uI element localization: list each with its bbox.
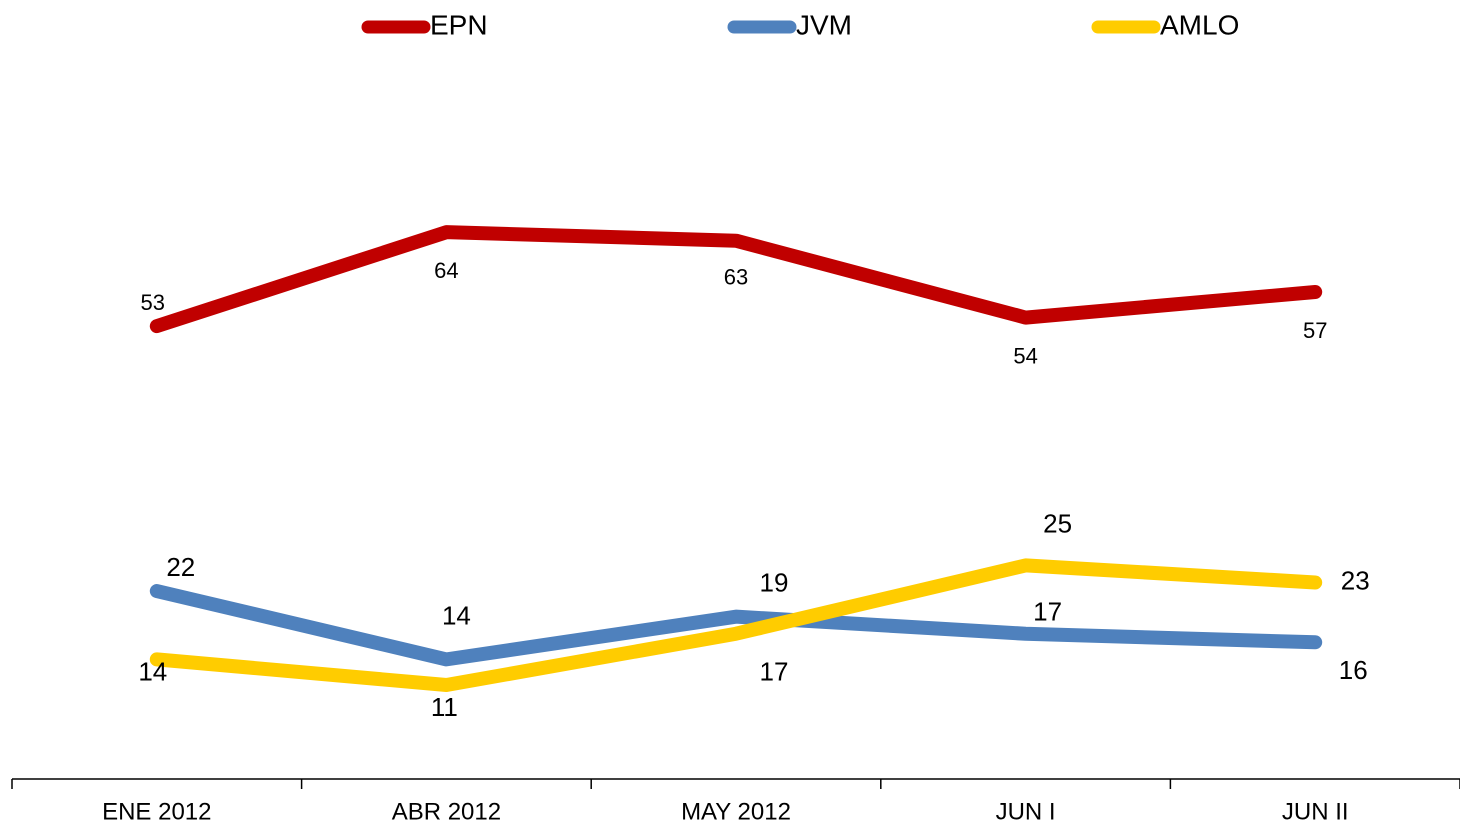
legend-label: AMLO [1160, 9, 1239, 40]
data-label: 19 [760, 568, 789, 598]
data-label: 63 [724, 265, 748, 290]
data-label: 57 [1303, 318, 1327, 343]
data-label: 53 [141, 290, 165, 315]
x-tick-label: JUN I [996, 798, 1056, 825]
legend-label: EPN [430, 9, 488, 40]
series-line [149, 584, 1323, 667]
series-line [149, 225, 1323, 334]
data-label: 25 [1043, 508, 1072, 538]
data-label: 14 [138, 656, 167, 686]
data-label: 11 [431, 692, 458, 722]
data-label: 64 [434, 258, 458, 283]
data-label: 17 [760, 657, 789, 687]
data-label: 23 [1341, 565, 1370, 595]
series-line [149, 558, 1323, 693]
x-tick-label: ENE 2012 [102, 798, 211, 825]
data-label: 17 [1033, 597, 1062, 627]
legend-label: JVM [796, 9, 852, 40]
data-label: 54 [1013, 343, 1037, 368]
x-tick-label: MAY 2012 [681, 798, 791, 825]
x-tick-label: JUN II [1282, 798, 1349, 825]
data-label: 22 [166, 552, 195, 582]
data-label: 16 [1339, 655, 1368, 685]
x-tick-label: ABR 2012 [392, 798, 501, 825]
data-label: 14 [442, 600, 471, 630]
